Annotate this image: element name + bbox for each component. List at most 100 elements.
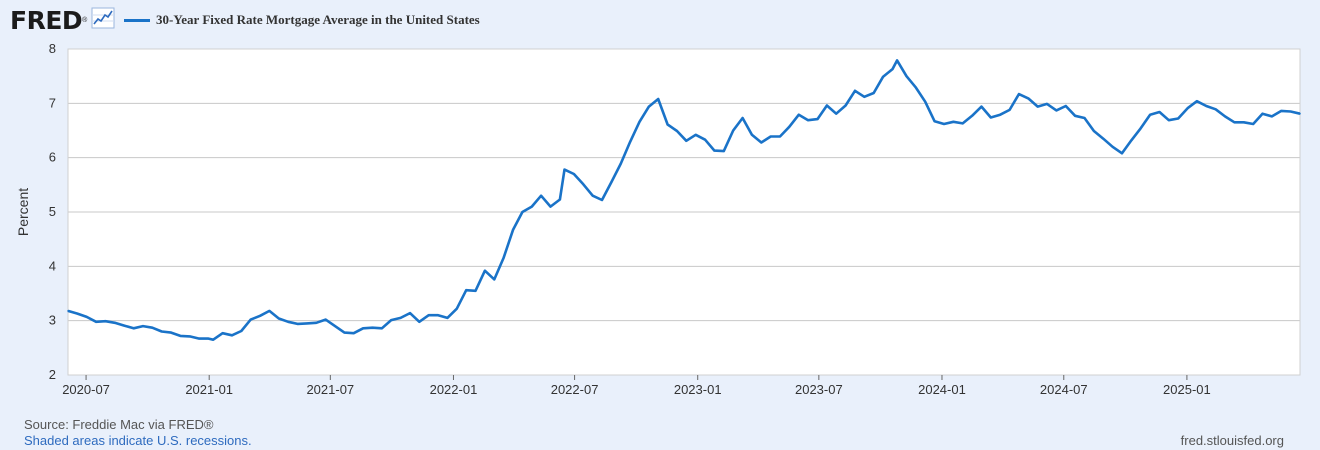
data-point[interactable] bbox=[95, 321, 97, 323]
data-point[interactable] bbox=[844, 104, 847, 107]
data-point[interactable] bbox=[1093, 130, 1095, 132]
data-point[interactable] bbox=[512, 229, 514, 231]
data-point[interactable] bbox=[85, 316, 88, 318]
data-point[interactable] bbox=[638, 121, 641, 123]
data-point[interactable] bbox=[835, 112, 837, 115]
data-point[interactable] bbox=[268, 310, 271, 312]
data-point[interactable] bbox=[1252, 123, 1254, 125]
data-point[interactable] bbox=[826, 104, 828, 107]
data-point[interactable] bbox=[1027, 97, 1030, 100]
data-point[interactable] bbox=[1280, 110, 1283, 112]
data-point[interactable] bbox=[123, 324, 125, 327]
data-point[interactable] bbox=[769, 135, 772, 138]
data-point[interactable] bbox=[296, 323, 299, 325]
data-point[interactable] bbox=[474, 290, 477, 292]
data-point[interactable] bbox=[990, 116, 992, 119]
data-point[interactable] bbox=[1008, 109, 1011, 111]
data-point[interactable] bbox=[582, 183, 585, 186]
data-point[interactable] bbox=[620, 162, 622, 165]
data-point[interactable] bbox=[943, 123, 945, 125]
data-point[interactable] bbox=[437, 314, 439, 317]
data-point[interactable] bbox=[306, 322, 308, 325]
data-point[interactable] bbox=[371, 326, 374, 329]
data-point[interactable] bbox=[1121, 152, 1123, 155]
data-point[interactable] bbox=[1186, 107, 1189, 109]
data-point[interactable] bbox=[179, 335, 182, 337]
data-point[interactable] bbox=[751, 134, 753, 136]
data-point[interactable] bbox=[798, 113, 800, 116]
data-point[interactable] bbox=[779, 135, 781, 138]
data-point[interactable] bbox=[915, 86, 917, 89]
data-point[interactable] bbox=[160, 330, 163, 333]
data-point[interactable] bbox=[399, 317, 402, 319]
data-point[interactable] bbox=[999, 113, 1001, 116]
data-point[interactable] bbox=[114, 322, 116, 324]
data-point[interactable] bbox=[212, 338, 214, 341]
data-point[interactable] bbox=[132, 327, 135, 330]
line-chart[interactable]: 2 3 4 5 6 7 8 2020-07 2021-01 2021-07 2022-01 2022… bbox=[0, 0, 1320, 415]
recession-note-link[interactable]: Shaded areas indicate U.S. recessions. bbox=[24, 433, 252, 448]
data-point[interactable] bbox=[104, 320, 107, 323]
data-point[interactable] bbox=[352, 332, 355, 335]
data-point[interactable] bbox=[1139, 127, 1142, 130]
data-point[interactable] bbox=[1055, 109, 1058, 112]
data-point[interactable] bbox=[1111, 146, 1114, 148]
data-point[interactable] bbox=[872, 92, 875, 94]
data-point[interactable] bbox=[540, 194, 542, 197]
data-point[interactable] bbox=[549, 205, 552, 208]
data-point[interactable] bbox=[1177, 117, 1179, 120]
data-point[interactable] bbox=[231, 334, 233, 337]
data-point[interactable] bbox=[76, 312, 79, 315]
data-point[interactable] bbox=[531, 205, 533, 208]
data-point[interactable] bbox=[788, 125, 791, 128]
data-point[interactable] bbox=[1214, 108, 1217, 111]
data-point[interactable] bbox=[381, 327, 383, 330]
data-point[interactable] bbox=[741, 117, 744, 119]
data-point[interactable] bbox=[1158, 111, 1161, 113]
data-point[interactable] bbox=[465, 289, 468, 292]
data-point[interactable] bbox=[854, 90, 856, 92]
data-point[interactable] bbox=[324, 318, 327, 321]
data-point[interactable] bbox=[249, 318, 252, 321]
chart-legend[interactable]: 30-Year Fixed Rate Mortgage Average in t… bbox=[124, 12, 480, 28]
data-point[interactable] bbox=[732, 129, 734, 132]
data-point[interactable] bbox=[1299, 112, 1301, 115]
data-point[interactable] bbox=[1224, 115, 1226, 118]
data-point[interactable] bbox=[1036, 105, 1039, 108]
data-point[interactable] bbox=[961, 122, 964, 125]
data-point[interactable] bbox=[704, 138, 706, 141]
series-line-mortgage-rate[interactable] bbox=[67, 59, 1301, 341]
data-point[interactable] bbox=[563, 168, 566, 171]
data-point[interactable] bbox=[502, 256, 505, 259]
data-point[interactable] bbox=[933, 120, 936, 123]
data-point[interactable] bbox=[1243, 121, 1245, 124]
data-point[interactable] bbox=[521, 211, 524, 213]
data-point[interactable] bbox=[573, 173, 575, 175]
data-point[interactable] bbox=[484, 269, 486, 272]
data-point[interactable] bbox=[170, 331, 172, 334]
data-point[interactable] bbox=[1046, 103, 1048, 105]
data-point[interactable] bbox=[629, 141, 631, 143]
data-point[interactable] bbox=[151, 326, 154, 329]
data-point[interactable] bbox=[67, 310, 69, 312]
data-point[interactable] bbox=[456, 307, 458, 310]
data-point[interactable] bbox=[666, 123, 669, 126]
data-point[interactable] bbox=[863, 96, 866, 98]
data-point[interactable] bbox=[648, 105, 650, 108]
data-point[interactable] bbox=[418, 321, 421, 323]
data-point[interactable] bbox=[924, 100, 926, 103]
data-point[interactable] bbox=[905, 75, 908, 77]
data-point[interactable] bbox=[685, 140, 688, 142]
data-point[interactable] bbox=[207, 337, 210, 340]
data-point[interactable] bbox=[657, 98, 659, 100]
data-point[interactable] bbox=[896, 59, 898, 62]
data-point[interactable] bbox=[971, 115, 973, 117]
data-point[interactable] bbox=[1018, 93, 1020, 95]
data-point[interactable] bbox=[493, 278, 496, 281]
data-point[interactable] bbox=[1083, 117, 1086, 119]
data-point[interactable] bbox=[198, 337, 200, 340]
data-point[interactable] bbox=[882, 75, 884, 78]
data-point[interactable] bbox=[278, 317, 280, 320]
data-point[interactable] bbox=[980, 105, 983, 108]
data-point[interactable] bbox=[362, 327, 364, 330]
